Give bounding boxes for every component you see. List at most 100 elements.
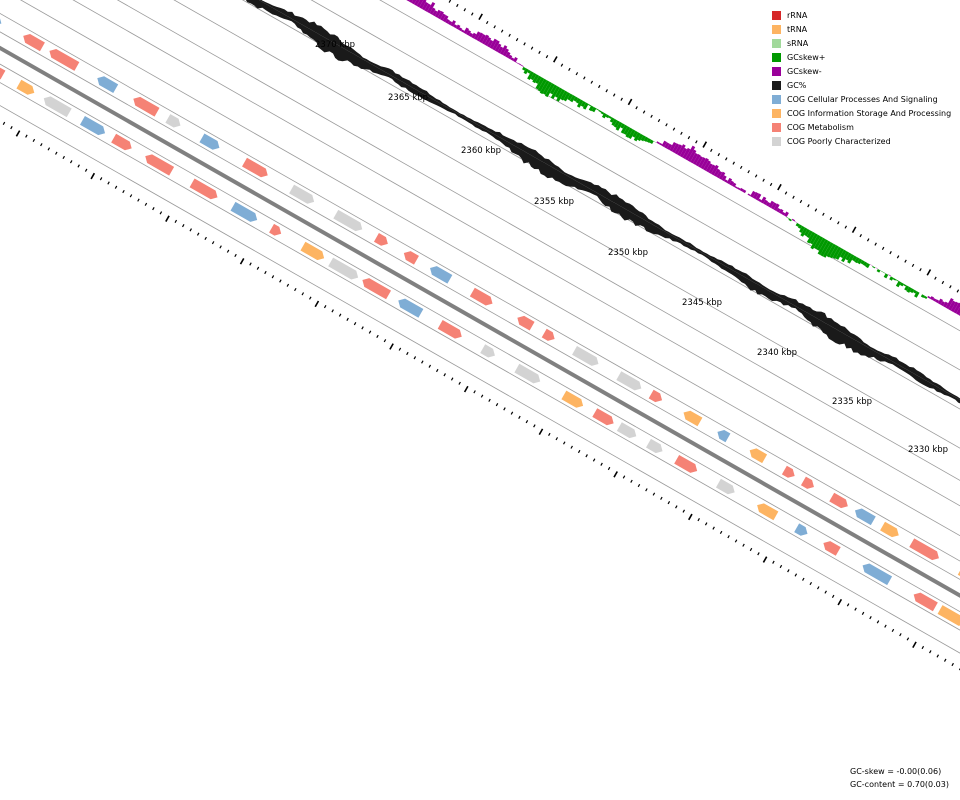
guide-line — [72, 0, 960, 507]
gene-arrow — [373, 233, 388, 246]
inner-tick — [77, 164, 80, 168]
skew-negative — [463, 27, 470, 35]
outer-tick — [598, 84, 601, 89]
skew-positive — [609, 117, 615, 123]
inner-tick — [802, 577, 805, 581]
gene-arrow — [230, 201, 258, 222]
gene-arrow — [749, 448, 768, 464]
inner-tick — [660, 496, 663, 500]
skew-negative — [927, 295, 931, 299]
outer-tick — [605, 89, 609, 93]
inner-tick — [622, 475, 626, 479]
guide-line — [0, 13, 960, 562]
gene-arrow — [289, 184, 315, 204]
skew-negative — [956, 306, 960, 316]
inner-tick — [951, 662, 954, 667]
gene-arrow — [333, 209, 363, 232]
skew-negative — [724, 179, 728, 183]
outer-tick — [874, 242, 877, 246]
skew-negative — [497, 46, 504, 54]
outer-tick — [627, 98, 633, 106]
outer-tick — [814, 208, 818, 212]
gene-arrow — [913, 592, 938, 612]
skew-negative — [929, 296, 935, 301]
outer-tick — [717, 153, 721, 157]
gene-arrow — [648, 389, 663, 403]
skew-negative — [721, 175, 727, 182]
skew-positive — [892, 277, 897, 281]
skew-negative — [505, 51, 511, 58]
skew-positive — [920, 294, 925, 299]
skew-negative — [692, 154, 701, 165]
skew-positive — [633, 132, 641, 142]
inner-tick — [762, 556, 768, 563]
skew-positive — [845, 252, 852, 261]
inner-tick — [861, 611, 865, 615]
gene-arrow — [16, 79, 35, 95]
guide-line — [173, 0, 960, 449]
gene-arrow — [572, 346, 599, 366]
gene-arrow — [541, 328, 555, 341]
skew-negative — [716, 170, 723, 179]
skew-negative — [682, 147, 691, 159]
legend-swatch — [772, 80, 781, 90]
gene-arrow — [43, 96, 72, 118]
skew-negative — [757, 198, 762, 203]
skew-negative — [773, 203, 780, 211]
outer-tick — [448, 0, 452, 3]
gene-arrow — [674, 454, 698, 473]
gene-arrow — [79, 116, 106, 136]
skew-negative — [888, 274, 892, 277]
inner-tick — [943, 658, 947, 662]
inner-tick — [503, 407, 506, 411]
skew-positive — [906, 286, 912, 293]
outer-tick — [538, 50, 541, 54]
skew-negative — [434, 9, 442, 18]
gene-arrow — [328, 257, 359, 280]
skew-positive — [530, 72, 537, 81]
outer-tick — [635, 106, 638, 110]
inner-tick — [279, 279, 282, 283]
outer-tick — [568, 67, 571, 72]
outer-tick — [695, 140, 698, 144]
inner-tick — [2, 121, 6, 125]
inner-tick — [189, 228, 192, 232]
inner-tick — [757, 552, 760, 556]
inner-tick — [196, 232, 200, 236]
legend-label: GCskew+ — [787, 52, 826, 62]
skew-positive — [653, 141, 657, 143]
inner-tick — [234, 253, 237, 258]
skew-negative — [421, 1, 429, 11]
outer-tick — [956, 289, 960, 293]
inner-tick — [174, 219, 178, 223]
skew-positive — [560, 90, 568, 101]
inner-tick — [538, 428, 544, 435]
outer-tick — [754, 174, 758, 178]
gene-arrow — [480, 344, 495, 358]
outer-tick — [560, 63, 564, 67]
skew-positive — [575, 98, 581, 104]
skew-positive — [613, 120, 620, 128]
skew-positive — [625, 127, 633, 138]
inner-tick — [90, 172, 96, 180]
skew-negative — [685, 145, 696, 161]
outer-tick — [866, 238, 870, 242]
outer-tick — [724, 157, 728, 161]
inner-tick — [314, 300, 320, 308]
skew-positive — [809, 233, 818, 245]
skew-negative — [432, 10, 438, 17]
skew-positive — [554, 87, 563, 98]
gene-arrow — [829, 492, 848, 509]
inner-tick — [239, 258, 245, 265]
inner-tick — [854, 607, 857, 611]
outer-tick — [784, 191, 788, 195]
inner-tick — [613, 471, 618, 478]
inner-tick — [129, 194, 133, 198]
inner-tick — [533, 424, 536, 428]
gene-arrow — [616, 371, 642, 391]
skew-negative — [700, 158, 709, 170]
legend-swatch — [772, 108, 781, 118]
inner-tick — [406, 351, 409, 356]
legend-swatch — [772, 10, 781, 20]
skew-negative — [945, 298, 954, 310]
